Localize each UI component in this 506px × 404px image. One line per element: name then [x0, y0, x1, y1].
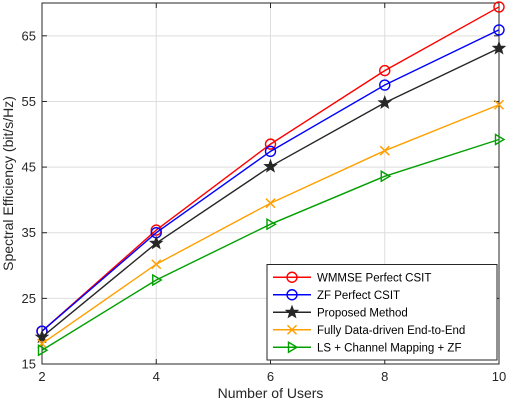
data-point — [493, 99, 505, 110]
series-line — [41, 138, 500, 351]
y-axis-label: Spectral Efficiency (bit/s/Hz) — [0, 96, 16, 271]
x-tick-label: 4 — [153, 369, 160, 384]
x-axis-label: Number of Users — [218, 385, 324, 401]
x-tick-label: 6 — [267, 369, 274, 384]
y-tick-label: 65 — [22, 28, 36, 43]
data-point — [34, 329, 50, 344]
data-point — [380, 170, 392, 183]
legend-label: ZF Perfect CSIT — [317, 290, 400, 302]
data-point — [37, 343, 49, 357]
data-point — [379, 145, 390, 156]
series-line — [41, 29, 500, 332]
legend-item: Fully Data-driven End-to-End — [273, 324, 465, 337]
legend-marker — [286, 324, 298, 335]
data-point — [493, 1, 505, 13]
x-tick-label: 8 — [381, 369, 388, 384]
y-tick-label: 45 — [22, 160, 36, 175]
data-point — [494, 133, 506, 146]
legend-item: ZF Perfect CSIT — [273, 289, 400, 302]
legend-marker — [286, 271, 298, 283]
legend-marker — [286, 289, 298, 301]
legend-label: Fully Data-driven End-to-End — [317, 325, 465, 337]
series-3 — [34, 40, 506, 344]
data-point — [263, 158, 278, 173]
data-point — [148, 235, 164, 250]
series-layer — [34, 1, 506, 357]
series-5 — [37, 133, 506, 357]
legend-label: LS + Channel Mapping + ZF — [317, 342, 461, 354]
legend-item: Proposed Method — [273, 304, 408, 319]
x-tick-label: 10 — [492, 369, 506, 384]
y-tick-label: 15 — [22, 357, 36, 372]
series-2 — [36, 24, 505, 337]
y-tick-label: 35 — [22, 225, 36, 240]
data-point — [264, 138, 277, 150]
legend-marker — [287, 341, 299, 354]
data-point — [377, 95, 393, 109]
data-point — [493, 24, 505, 36]
legend: WMMSE Perfect CSIT ZF Perfect CSIT Propose… — [266, 264, 498, 361]
x-tick-label: 2 — [38, 369, 45, 384]
legend-item: LS + Channel Mapping + ZF — [273, 341, 461, 354]
ticks: 2 4 6 8 10 15 25 35 45 55 65 — [22, 3, 506, 384]
data-point — [379, 79, 391, 91]
y-tick-label: 25 — [22, 291, 36, 306]
data-point — [379, 64, 391, 77]
series-line — [41, 6, 500, 332]
legend-marker — [284, 304, 300, 319]
y-tick-label: 55 — [22, 94, 36, 109]
legend-label: Proposed Method — [317, 307, 408, 319]
data-point — [266, 217, 277, 231]
legend-label: WMMSE Perfect CSIT — [317, 272, 431, 284]
data-point — [265, 198, 276, 209]
data-point — [264, 145, 277, 158]
data-point — [152, 273, 163, 287]
legend-item: WMMSE Perfect CSIT — [273, 271, 431, 284]
data-point — [151, 259, 162, 270]
data-point — [491, 40, 506, 55]
